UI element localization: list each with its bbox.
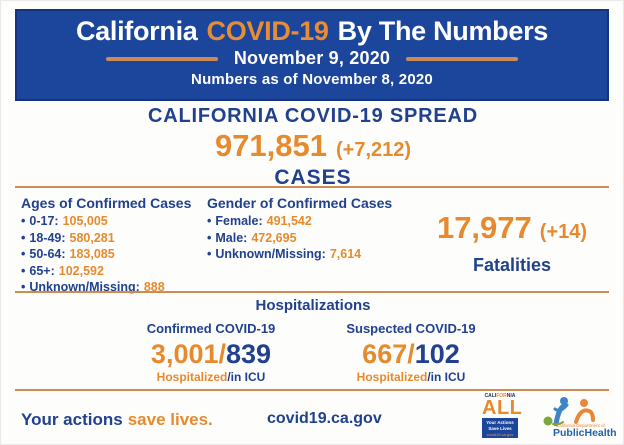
title-part1: California (75, 16, 198, 46)
california-all-box: Your Actions Save Lives covid19.ca.gov (482, 418, 518, 438)
cdph-figures-icon (543, 397, 595, 426)
tagline: Your actions save lives. (21, 410, 213, 429)
header-banner: California COVID-19 By The Numbers Novem… (15, 9, 609, 101)
suspected-numbers: 667/102 (362, 339, 460, 369)
divider-middle (15, 291, 609, 293)
ages-title: Ages of Confirmed Cases (21, 195, 192, 211)
date-divider-left (105, 56, 218, 61)
fatalities-label: Fatalities (472, 255, 552, 275)
cdph-name-text: PublicHealth (553, 427, 617, 439)
list-item: • 18-49: 580,281 (21, 230, 115, 245)
california-all-logo: CALIFORNIA ALL Your Actions Save Lives c… (482, 393, 523, 438)
hospitalizations-title: Hospitalizations (255, 297, 371, 314)
fatalities-row: 17,977 (+14) (415, 211, 609, 249)
ages-list: • 0-17: 105,005 • 18-49: 580,281 • 50-64: 183,… (21, 213, 207, 296)
confirmed-column: Confirmed COVID-19 3,001/839 Hospitalize… (111, 321, 311, 384)
hospitalizations-columns: Confirmed COVID-19 3,001/839 Hospitalize… (1, 321, 623, 384)
confirmed-caption: Hospitalized/in ICU (156, 370, 266, 384)
divider-bottom (15, 389, 609, 391)
list-item: • 65+: 102,592 (21, 263, 104, 278)
list-item: • Female: 491,542 (207, 214, 312, 228)
all-wordmark: ALL (482, 397, 523, 419)
cases-total: 971,851 (214, 128, 327, 163)
suspected-title: Suspected COVID-19 (346, 321, 476, 336)
fatalities-block: 17,977 (+14) Fatalities (415, 194, 609, 296)
title-highlight: COVID-19 (206, 16, 329, 46)
title-part2: By The Numbers (337, 16, 549, 46)
list-item: • Male: 472,695 (207, 230, 297, 245)
cases-row: 971,851 (+7,212) (1, 128, 623, 166)
cdph-department-text: California Department of (556, 423, 605, 428)
date-divider-right (406, 56, 519, 61)
gender-list: • Female: 491,542 • Male: 472,695 • Unknown/M… (207, 213, 415, 263)
confirmed-title: Confirmed COVID-19 (146, 321, 276, 336)
fatalities-total: 17,977 (436, 210, 532, 245)
list-item: • 50-64: 183,085 (21, 247, 115, 261)
suspected-column: Suspected COVID-19 667/102 Hospitalized/… (311, 321, 511, 384)
ages-column: Ages of Confirmed Cases • 0-17: 105,005 • 1… (15, 194, 207, 296)
suspected-caption: Hospitalized/in ICU (356, 370, 466, 384)
report-date: November 9, 2020 (233, 48, 391, 68)
hospitalizations-section: Hospitalizations Confirmed COVID-19 3,00… (1, 297, 623, 384)
website-url: covid19.ca.gov (267, 410, 382, 427)
divider-top (15, 186, 609, 188)
spread-section: CALIFORNIA COVID-19 SPREAD 971,851 (+7,2… (1, 105, 623, 190)
demographics-section: Ages of Confirmed Cases • 0-17: 105,005 • 1… (15, 194, 609, 296)
cases-label: CASES (274, 166, 352, 189)
list-item: • Unknown/Missing: 888 (21, 280, 165, 294)
as-of-date: Numbers as of November 8, 2020 (191, 71, 433, 88)
gender-title: Gender of Confirmed Cases (207, 195, 393, 211)
gender-column: Gender of Confirmed Cases • Female: 491,54… (207, 194, 415, 296)
california-all-wordmark: CALIFORNIA (484, 393, 516, 399)
list-item: • Unknown/Missing: 7,614 (207, 247, 362, 261)
confirmed-numbers: 3,001/839 (150, 339, 272, 369)
spread-title: CALIFORNIA COVID-19 SPREAD (147, 105, 479, 127)
fatalities-delta: (+14) (539, 221, 588, 243)
cdph-logo: California Department of PublicHealth (540, 396, 620, 442)
page-title: California COVID-19 By The Numbers (17, 15, 607, 47)
cases-delta: (+7,212) (336, 139, 412, 161)
date-row: November 9, 2020 (17, 48, 607, 69)
list-item: • 0-17: 105,005 (21, 214, 108, 228)
